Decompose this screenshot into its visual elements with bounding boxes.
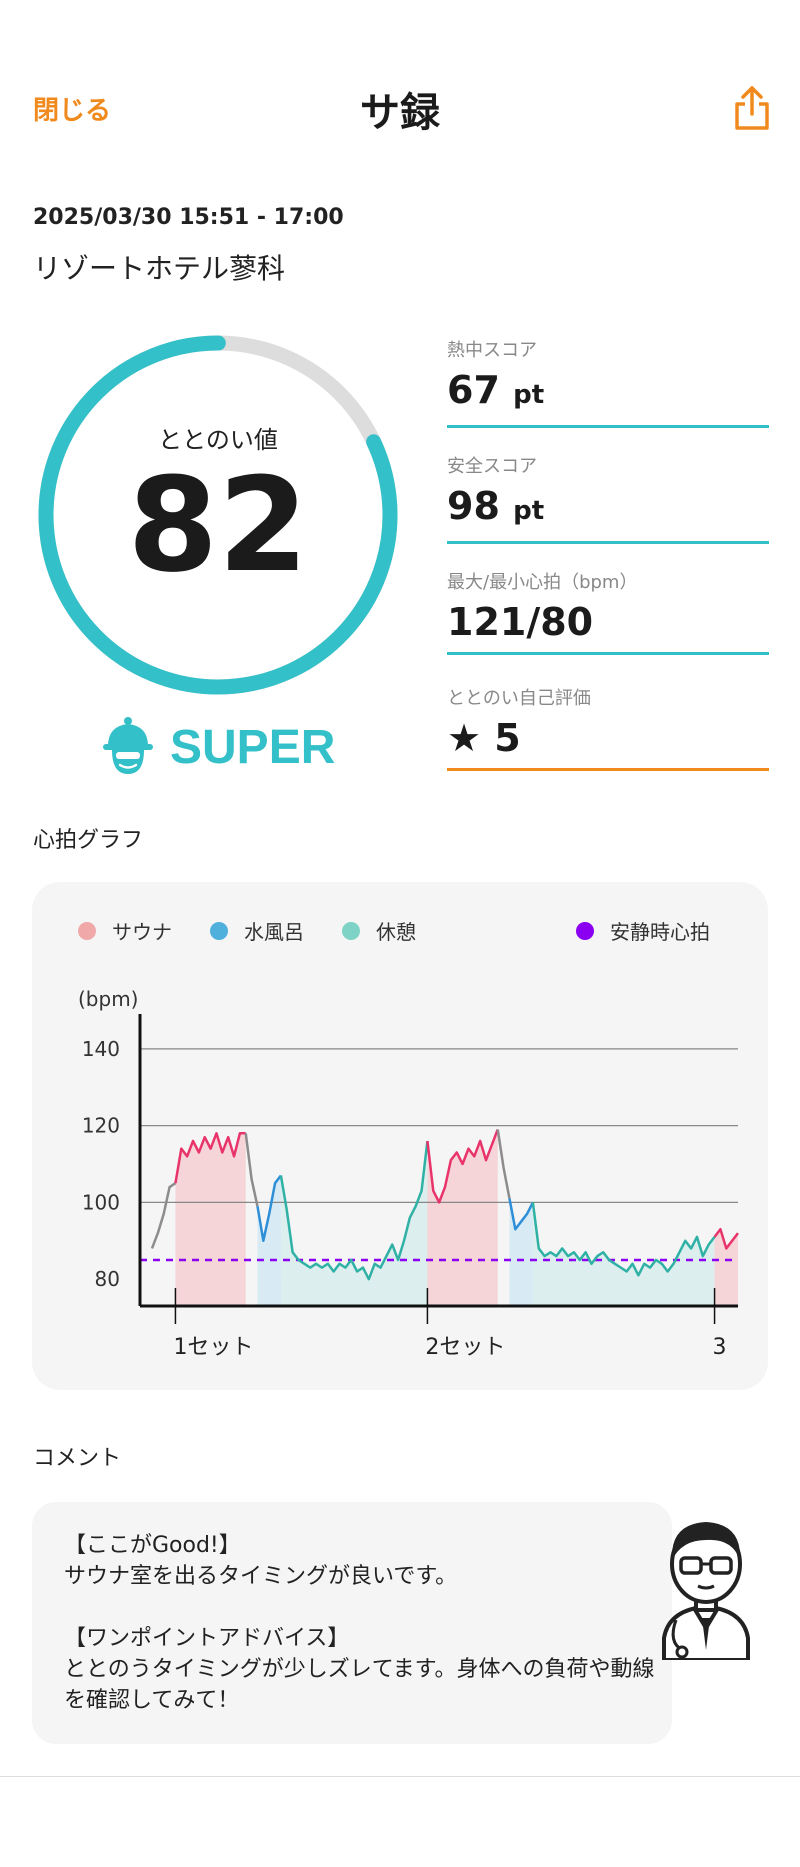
advice-heading: 【ワンポイントアドバイス】 <box>64 1626 350 1651</box>
divider <box>447 652 769 655</box>
x-tick-label: 3 <box>713 1335 727 1360</box>
legend-label: 休憩 <box>376 920 416 944</box>
hr-series-sauna <box>713 1227 739 1250</box>
hr-series-sauna <box>426 1129 499 1204</box>
phase-area-sauna <box>427 1129 498 1306</box>
legend-label: 水風呂 <box>244 920 304 944</box>
y-tick-label: 100 <box>82 1190 120 1214</box>
phase-area-rest <box>532 1202 715 1306</box>
phase-area-cold <box>509 1198 533 1306</box>
close-button[interactable]: 閉じる <box>33 96 112 126</box>
session-place: リゾートホテル蓼科 <box>33 252 286 285</box>
hr-series-rest <box>279 1140 429 1281</box>
stat-value: 67 <box>447 368 500 412</box>
heart-rate-graph-card: サウナ 水風呂 休憩 安静時心拍 80 100 120 140 (bpm) 1セット 2セッ… <box>32 882 768 1390</box>
heart-rate-chart: 80 100 120 140 (bpm) 1セット 2セット 3 <box>78 987 739 1360</box>
stat-self-rating[interactable]: ととのい自己評価 ★ 5 <box>447 684 769 771</box>
y-axis-label: (bpm) <box>78 987 138 1011</box>
hr-series-cold <box>508 1198 535 1231</box>
legend-dot <box>342 921 360 940</box>
phase-area-sauna <box>175 1133 246 1306</box>
legend-rest: 休憩 <box>342 916 416 945</box>
bottom-divider <box>0 1776 800 1777</box>
totonoi-gauge <box>38 335 398 695</box>
good-text: サウナ室を出るタイミングが良いです。 <box>64 1564 458 1589</box>
stat-unit: pt <box>513 496 545 526</box>
share-icon[interactable] <box>732 84 772 132</box>
comment-text: 【ここがGood!】サウナ室を出るタイミングが良いです。 【ワンポイントアドバイス… <box>64 1530 664 1716</box>
y-tick-label: 80 <box>95 1267 120 1291</box>
divider <box>447 425 769 428</box>
x-tick-label: 2セット <box>425 1335 505 1360</box>
graph-section-title: 心拍グラフ <box>33 828 144 853</box>
sauna-hat-icon <box>103 717 153 774</box>
stat-value: 98 <box>447 484 500 528</box>
page-title: サ録 <box>360 90 440 136</box>
phase-area-sauna <box>714 1229 738 1306</box>
legend-cold-bath: 水風呂 <box>210 916 304 945</box>
legend-label: サウナ <box>112 920 172 944</box>
session-datetime: 2025/03/30 15:51 - 17:00 <box>33 205 344 230</box>
legend-dot <box>78 921 96 940</box>
header: 閉じる サ録 <box>0 0 800 216</box>
stat-label: 安全スコア <box>447 456 537 477</box>
divider <box>447 541 769 544</box>
advice-text: ととのうタイミングが少しズレてます。身体への負荷や動線を確認してみて！ <box>64 1657 655 1713</box>
hr-series-other <box>244 1133 259 1207</box>
legend-resting-hr: 安静時心拍 <box>576 916 710 945</box>
stat-heat-score: 熱中スコア 67 pt <box>447 336 769 428</box>
stat-unit: pt <box>513 380 545 410</box>
y-tick-label: 140 <box>82 1037 120 1061</box>
doctor-avatar-icon <box>662 1522 750 1660</box>
gauge-arc <box>38 335 398 695</box>
legend-sauna: サウナ <box>78 916 172 945</box>
stat-safety-score: 安全スコア 98 pt <box>447 452 769 544</box>
hr-series-other <box>150 1182 177 1249</box>
stat-value: 121/80 <box>447 600 594 644</box>
rank-badge: SUPER <box>100 712 335 782</box>
gauge-label: ととのい値 <box>158 426 278 454</box>
stat-label: 熱中スコア <box>447 340 537 361</box>
y-tick-label: 120 <box>82 1114 120 1138</box>
x-tick-label: 1セット <box>173 1335 253 1360</box>
gauge-value: 82 <box>127 449 309 601</box>
stat-label: ととのい自己評価 <box>447 688 591 709</box>
hr-series-rest <box>531 1202 716 1277</box>
hr-series-other <box>496 1129 511 1199</box>
phase-area-rest <box>280 1140 428 1306</box>
divider <box>447 768 769 771</box>
legend-label: 安静時心拍 <box>610 920 710 944</box>
good-heading: 【ここがGood!】 <box>64 1533 241 1558</box>
legend-dot <box>576 921 594 940</box>
stat-value: ★ 5 <box>447 716 521 760</box>
hr-series-sauna <box>174 1132 246 1184</box>
comment-section-title: コメント <box>33 1446 122 1471</box>
stat-label: 最大/最小心拍（bpm） <box>447 572 638 593</box>
hr-series-cold <box>256 1174 282 1243</box>
phase-area-cold <box>257 1175 281 1306</box>
comment-box: 【ここがGood!】サウナ室を出るタイミングが良いです。 【ワンポイントアドバイス… <box>32 1502 672 1744</box>
stat-heart-rate: 最大/最小心拍（bpm） 121/80 <box>447 568 769 655</box>
legend-dot <box>210 921 228 940</box>
rank-label: SUPER <box>170 720 336 774</box>
